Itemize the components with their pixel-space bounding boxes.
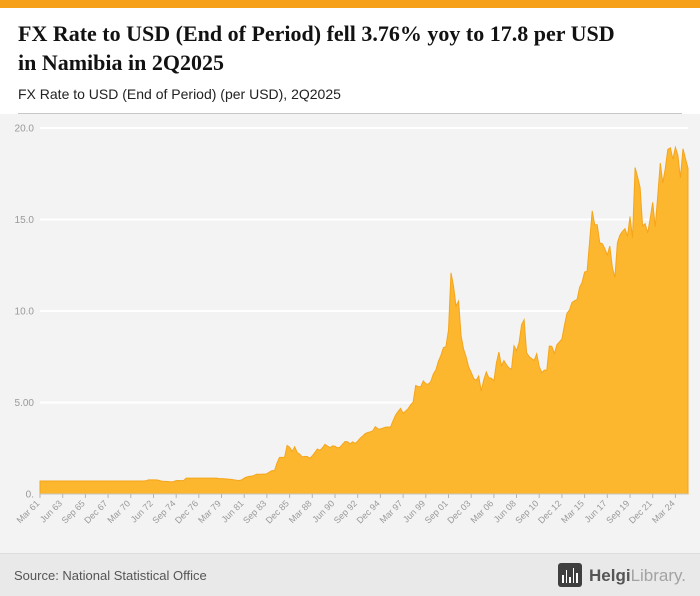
x-axis-tick-label: Jun 72 <box>129 499 155 525</box>
x-axis-tick-label: Dec 76 <box>173 499 200 526</box>
accent-topbar <box>0 0 700 8</box>
page-title: FX Rate to USD (End of Period) fell 3.76… <box>18 21 615 75</box>
x-axis-tick-label: Dec 21 <box>627 499 654 526</box>
logo-text-secondary: Library. <box>630 565 686 585</box>
y-axis-tick-label: 20.0 <box>15 124 35 135</box>
y-axis-tick-label: 5.00 <box>15 398 35 409</box>
bar-chart-logo-icon <box>558 563 582 587</box>
chart-footer: Source: National Statistical Office Helg… <box>0 553 700 596</box>
x-axis-tick-label: Mar 24 <box>650 499 677 526</box>
y-axis-tick-label: 0. <box>26 490 34 501</box>
x-axis-tick-label: Mar 97 <box>378 499 405 526</box>
x-axis-tick-label: Dec 94 <box>355 499 382 526</box>
x-axis-tick-label: Mar 06 <box>468 499 495 526</box>
logo-text: HelgiLibrary. <box>589 567 686 584</box>
x-axis-tick-label: Jun 08 <box>492 499 518 525</box>
x-axis-tick-label: Sep 01 <box>423 499 450 526</box>
chart-area: 0. 5.00 10.0 15.0 20.0 Mar 61 Jun 63 Sep 65 Dec … <box>0 114 700 553</box>
x-axis-tick-label: Sep 65 <box>60 499 87 526</box>
chart-subtitle: FX Rate to USD (End of Period) (per USD)… <box>18 86 341 103</box>
chart-header: FX Rate to USD (End of Period) fell 3.76… <box>0 8 700 115</box>
x-axis-tick-label: Jun 90 <box>310 499 336 525</box>
x-axis-tick-label: Dec 85 <box>264 499 291 526</box>
x-axis-tick-label: Mar 15 <box>559 499 586 526</box>
helgi-library-logo[interactable]: HelgiLibrary. <box>558 563 686 587</box>
x-axis-tick-label: Mar 79 <box>196 499 223 526</box>
x-axis-tick-label: Sep 92 <box>332 499 359 526</box>
x-axis-tick-label: Jun 99 <box>401 499 427 525</box>
x-axis-tick-label: Dec 03 <box>445 499 472 526</box>
logo-text-primary: Helgi <box>589 565 631 585</box>
area-series <box>39 145 689 495</box>
x-axis-tick-label: Sep 10 <box>513 499 540 526</box>
y-axis-tick-label: 15.0 <box>15 215 35 226</box>
x-axis-tick-label: Sep 83 <box>241 499 268 526</box>
x-axis-tick-label: Sep 74 <box>150 499 177 526</box>
x-axis-tick-label: Dec 67 <box>82 499 109 526</box>
x-axis-tick-label: Jun 63 <box>38 499 64 525</box>
source-text: Source: National Statistical Office <box>14 567 207 583</box>
x-axis-tick-label: Mar 88 <box>287 499 314 526</box>
x-axis-tick-label: Mar 70 <box>105 499 132 526</box>
x-axis-tick-label: Mar 61 <box>15 499 42 526</box>
x-axis-tick-label: Sep 19 <box>604 499 631 526</box>
header-divider <box>18 113 682 115</box>
x-axis-tick-label: Jun 81 <box>219 499 245 525</box>
x-axis-tick-label: Dec 12 <box>536 499 563 526</box>
x-axis-tick-label: Jun 17 <box>583 499 609 525</box>
y-axis-tick-label: 10.0 <box>15 307 35 318</box>
